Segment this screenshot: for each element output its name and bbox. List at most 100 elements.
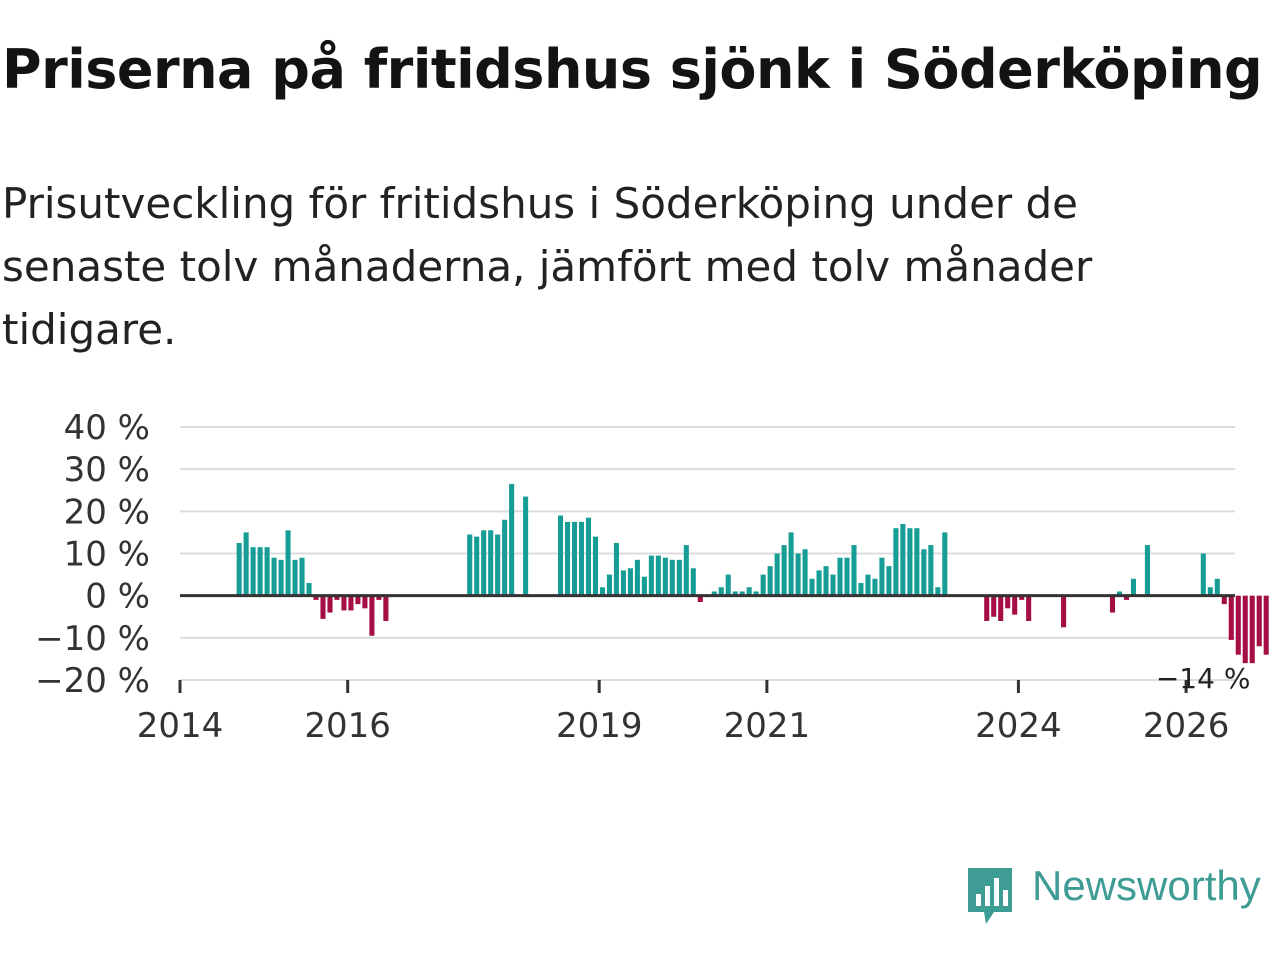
bar (369, 595, 375, 636)
newsworthy-logo-icon (968, 868, 1012, 924)
bar (1109, 595, 1116, 613)
bar (264, 547, 270, 596)
bar (236, 542, 242, 596)
chart-subtitle: Prisutveckling för fritidshus i Söderköp… (2, 179, 1093, 354)
bar (523, 496, 529, 596)
x-tick-label: 2024 (975, 706, 1062, 740)
y-tick-label: 0 % (85, 577, 150, 617)
bar (746, 587, 752, 596)
bar (613, 542, 619, 596)
bar (1221, 595, 1227, 605)
bar (900, 523, 906, 596)
bar (732, 591, 738, 596)
y-tick-label: 30 % (64, 450, 150, 490)
bar (327, 595, 333, 613)
bar (509, 483, 515, 596)
bar (634, 559, 640, 596)
bar (467, 534, 473, 596)
bar (760, 574, 766, 596)
y-tick-label: 40 % (64, 408, 150, 448)
bar (1012, 595, 1018, 615)
x-tick-label: 2026 (1143, 706, 1230, 740)
bar (1263, 595, 1269, 655)
bar (718, 587, 724, 596)
bar (928, 545, 934, 596)
bar (781, 545, 787, 596)
bar (697, 595, 703, 602)
bar (592, 536, 599, 596)
bar (1026, 595, 1032, 621)
bar (851, 545, 857, 596)
bar (627, 568, 633, 596)
bar (921, 549, 927, 596)
bar (1214, 578, 1220, 596)
bar (830, 574, 836, 596)
bar (1200, 553, 1206, 596)
bar (299, 557, 305, 596)
bar (243, 532, 249, 596)
bar (1242, 595, 1248, 664)
bar (278, 559, 284, 596)
bar (998, 595, 1004, 621)
bar (620, 570, 626, 596)
bar (571, 521, 578, 596)
bar (683, 545, 689, 596)
bar (488, 530, 494, 596)
bar (823, 566, 829, 596)
bar (816, 570, 822, 596)
bar (306, 583, 312, 596)
bar (739, 591, 745, 596)
bar (348, 595, 354, 611)
bar (495, 534, 501, 596)
bar (474, 536, 480, 596)
bar (502, 519, 508, 596)
bar (376, 595, 382, 600)
y-tick-label: −10 % (35, 619, 150, 659)
bar (844, 557, 850, 596)
bar (564, 521, 571, 596)
bar (334, 595, 340, 600)
bar (257, 547, 263, 596)
bar (690, 568, 696, 596)
bar (1130, 578, 1136, 596)
last-value-label: −14 % (1156, 662, 1251, 695)
bar (711, 591, 717, 596)
bar (1235, 595, 1241, 655)
bar (1144, 545, 1150, 596)
bar (578, 521, 585, 596)
x-tick-label: 2019 (556, 706, 643, 740)
y-tick-label: 20 % (64, 492, 150, 532)
bar (1123, 595, 1130, 600)
bar (285, 530, 291, 596)
bar (271, 557, 277, 596)
bar (942, 532, 948, 596)
bar (984, 595, 990, 621)
bar (753, 591, 759, 596)
bar (655, 555, 661, 596)
bar (355, 595, 361, 605)
bar (599, 587, 605, 596)
bar (1019, 595, 1025, 600)
bar (1061, 595, 1067, 628)
x-tick-label: 2014 (137, 706, 224, 740)
x-tick-label: 2021 (724, 706, 811, 740)
bar (558, 515, 564, 596)
bar (774, 553, 780, 596)
bar (865, 574, 871, 596)
bar (341, 595, 347, 611)
bar (1207, 587, 1213, 596)
bar (292, 559, 298, 596)
bar (802, 549, 808, 596)
bar (1005, 595, 1011, 609)
bar (725, 574, 731, 596)
bar (313, 595, 319, 600)
bar (795, 553, 801, 596)
bar (1116, 591, 1123, 596)
bar (809, 578, 815, 596)
bar (250, 547, 256, 596)
bar-chart: 40 %30 %20 %10 %0 %−10 %−20 % 2014 2016 201… (35, 408, 1269, 740)
bar (383, 595, 389, 621)
y-tick-label: −20 % (35, 661, 150, 701)
bar (669, 559, 675, 596)
bar (858, 583, 864, 596)
